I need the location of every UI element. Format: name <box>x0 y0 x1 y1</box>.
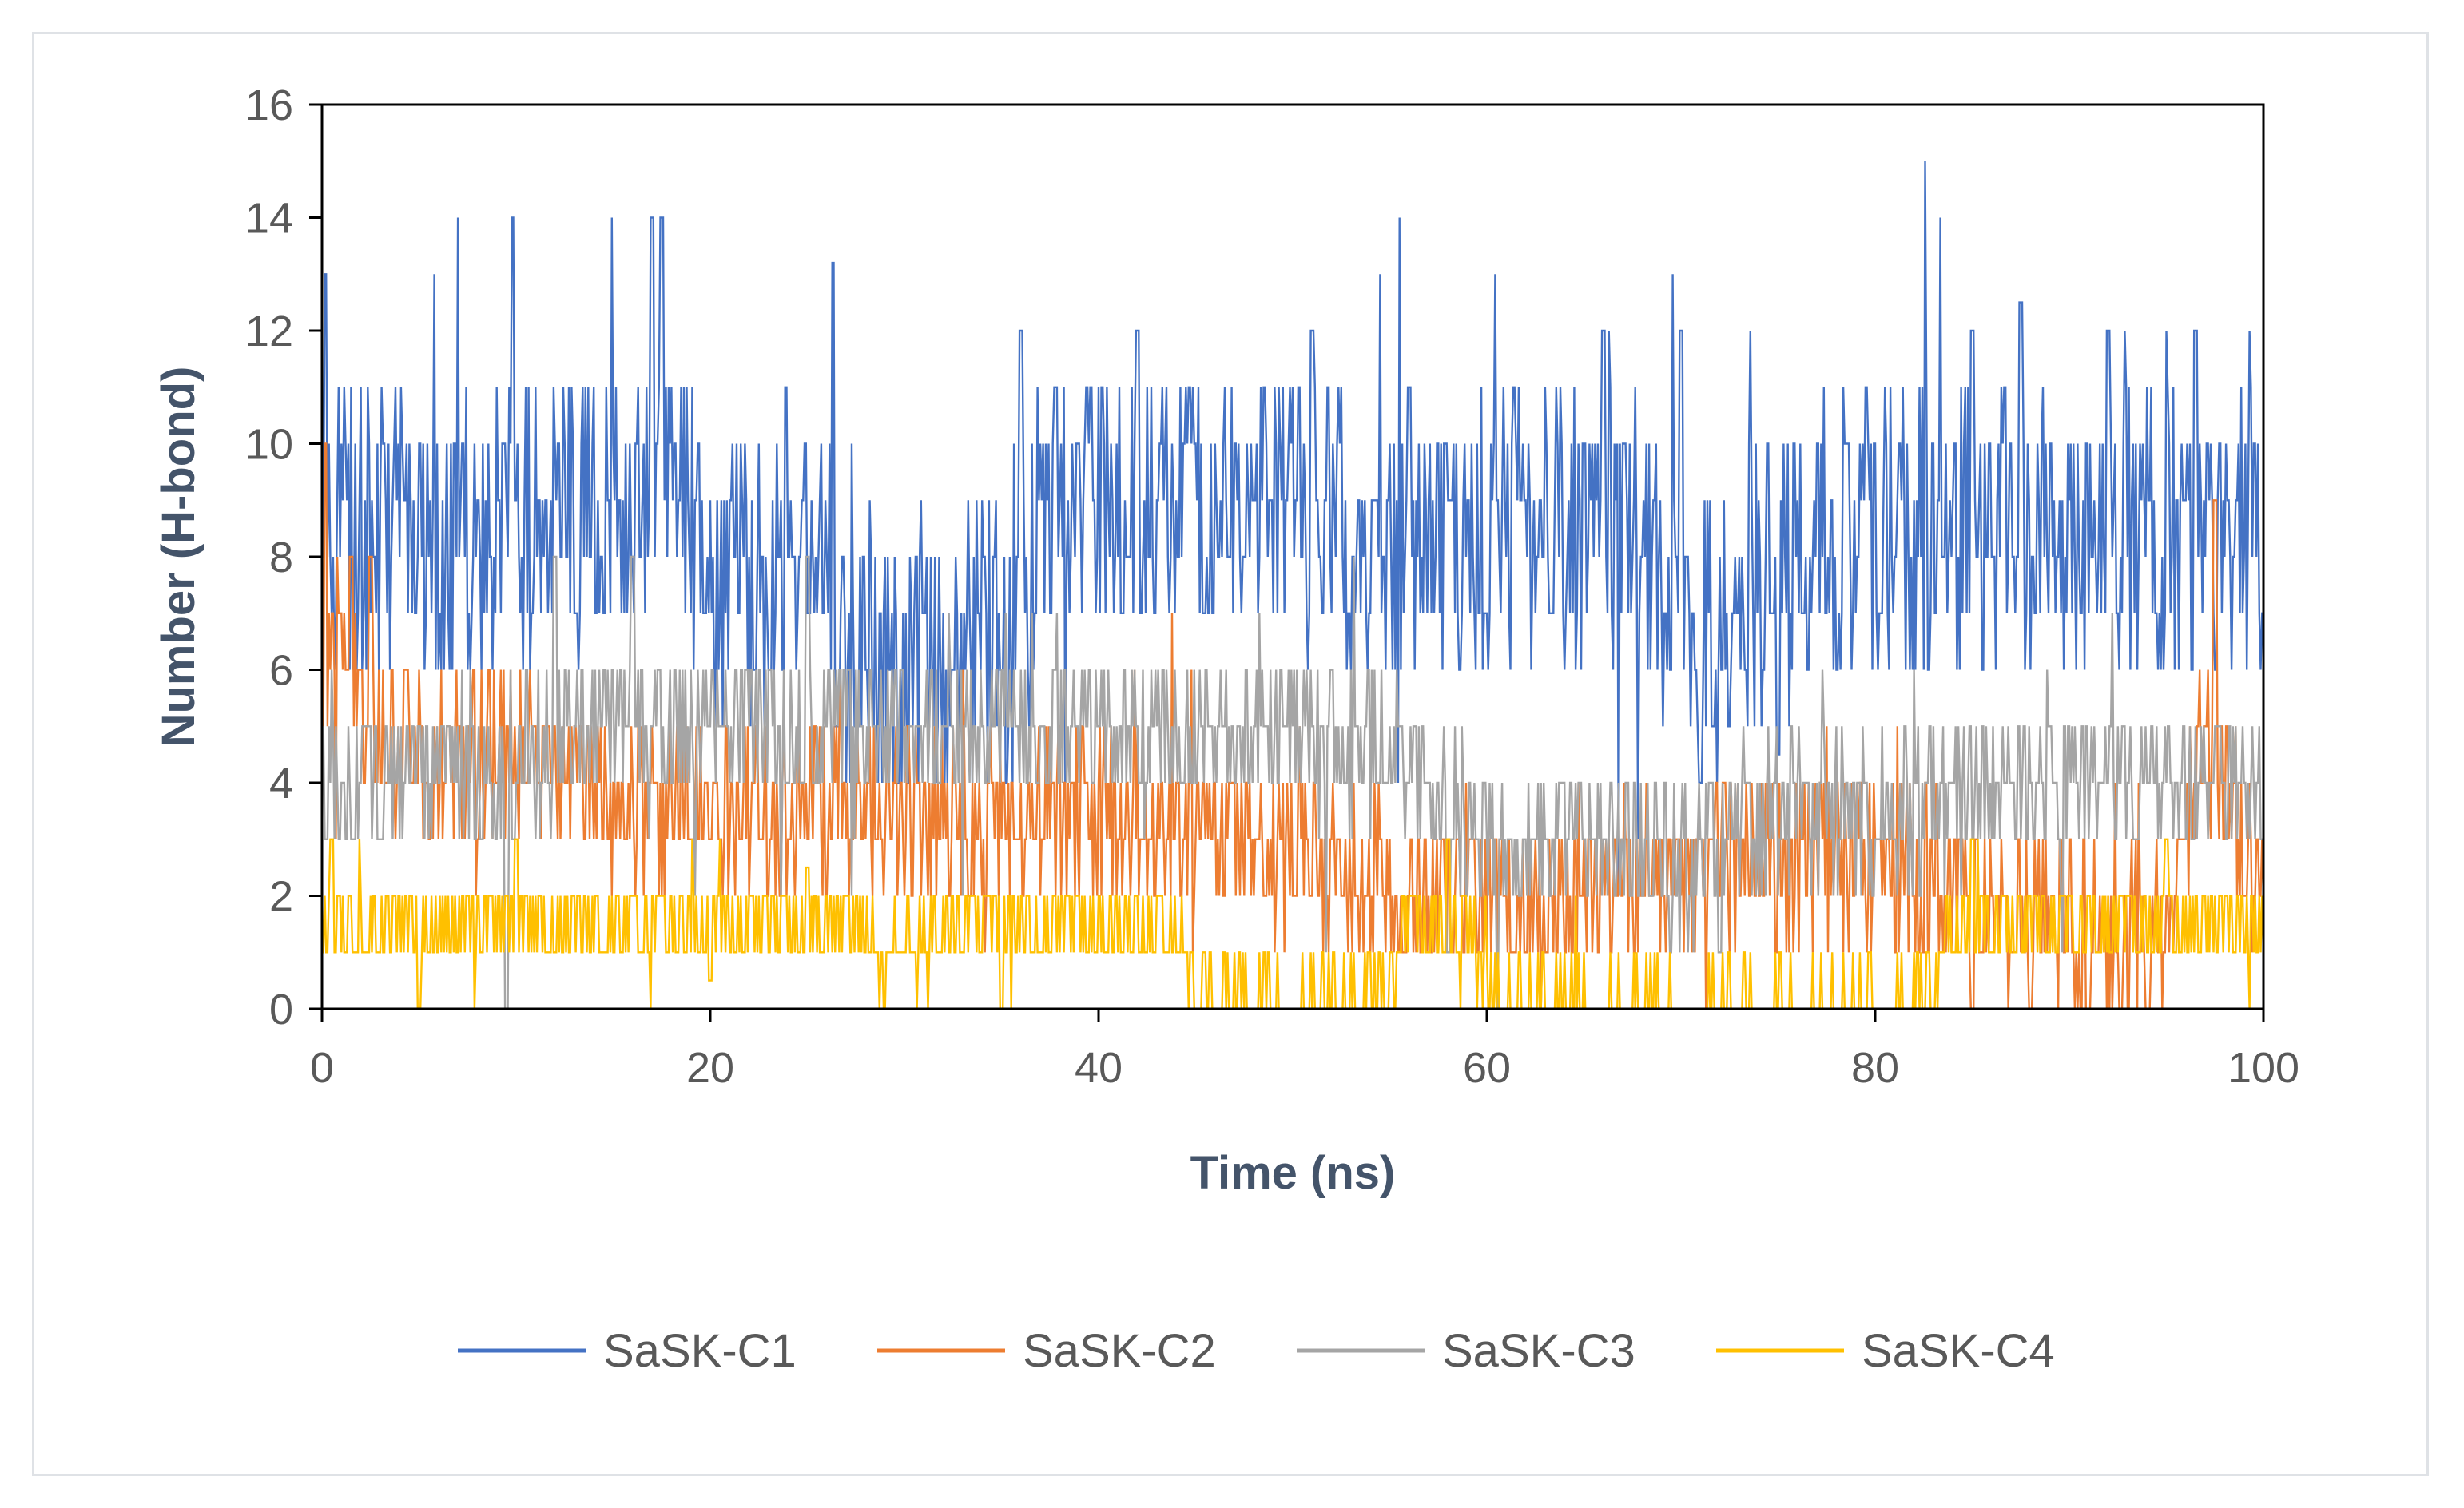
series-layer <box>320 161 2265 1010</box>
legend-label: SaSK-C2 <box>1023 1325 1216 1377</box>
x-axis-title: Time (ns) <box>1190 1147 1396 1199</box>
x-tick-label: 60 <box>1463 1044 1511 1092</box>
y-axis: 0 2 4 6 8 10 12 14 16 <box>245 81 322 1034</box>
legend-label: SaSK-C1 <box>603 1325 797 1377</box>
y-tick-label: 0 <box>269 986 293 1034</box>
x-tick-label: 80 <box>1851 1044 1899 1092</box>
x-tick-label: 20 <box>686 1044 734 1092</box>
y-tick-label: 14 <box>245 195 293 243</box>
y-tick-label: 2 <box>269 873 293 921</box>
legend-label: SaSK-C4 <box>1862 1325 2055 1377</box>
legend: SaSK-C1 SaSK-C2 SaSK-C3 SaSK-C4 <box>458 1325 2055 1377</box>
legend-label: SaSK-C3 <box>1442 1325 1635 1377</box>
x-tick-label: 100 <box>2228 1044 2299 1092</box>
y-tick-label: 12 <box>245 308 293 355</box>
y-tick-label: 4 <box>269 760 293 808</box>
y-tick-label: 6 <box>269 647 293 695</box>
x-axis: 0 20 40 60 80 100 <box>310 1009 2299 1092</box>
chart-svg: 0 20 40 60 80 100 0 2 4 6 8 10 12 14 16 Time (ns) Num… <box>153 81 2299 1377</box>
x-tick-label: 0 <box>310 1044 334 1092</box>
chart-frame: 0 20 40 60 80 100 0 2 4 6 8 10 12 14 16 Time (ns) Num… <box>32 32 2429 1476</box>
x-tick-label: 40 <box>1075 1044 1123 1092</box>
y-tick-label: 16 <box>245 81 293 129</box>
series-line-sask-c2 <box>322 442 2265 1010</box>
y-tick-label: 10 <box>245 421 293 469</box>
y-tick-label: 8 <box>269 534 293 581</box>
series-line-sask-c3 <box>320 555 2263 1010</box>
series-line-sask-c1 <box>322 161 2263 896</box>
y-axis-title: Number (H-bond) <box>153 367 205 748</box>
